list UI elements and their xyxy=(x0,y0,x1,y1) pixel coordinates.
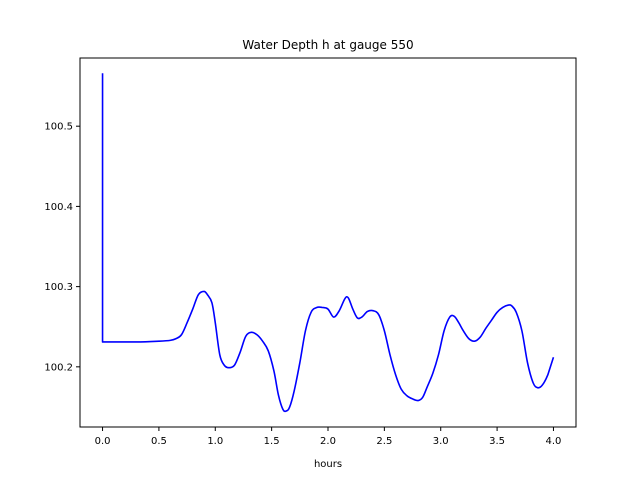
x-tick-label: 2.0 xyxy=(320,436,336,447)
x-tick-label: 1.0 xyxy=(207,436,223,447)
x-tick-label: 0.5 xyxy=(151,436,167,447)
y-tick-label: 100.2 xyxy=(44,362,73,373)
x-tick-label: 2.5 xyxy=(376,436,392,447)
series-line-0 xyxy=(101,73,555,413)
series-layer xyxy=(101,73,555,413)
x-tick-label: 3.0 xyxy=(433,436,449,447)
y-tick-label: 100.4 xyxy=(44,202,73,213)
x-axis-label: hours xyxy=(314,459,342,470)
x-tick-label: 4.0 xyxy=(546,436,562,447)
y-tick-label: 100.3 xyxy=(44,282,73,293)
y-tick-label: 100.5 xyxy=(44,122,73,133)
chart-title: Water Depth h at gauge 550 xyxy=(242,38,413,52)
x-axis: 0.0 0.5 1.0 1.5 2.0 2.5 3.0 3.5 4.0 xyxy=(95,427,562,447)
x-tick-label: 0.0 xyxy=(95,436,111,447)
plot-area-background xyxy=(80,58,576,427)
plot-area-frame xyxy=(79,57,577,428)
y-axis: 100.2 100.3 100.4 100.5 xyxy=(44,122,80,373)
x-tick-label: 1.5 xyxy=(264,436,280,447)
x-tick-label: 3.5 xyxy=(489,436,505,447)
